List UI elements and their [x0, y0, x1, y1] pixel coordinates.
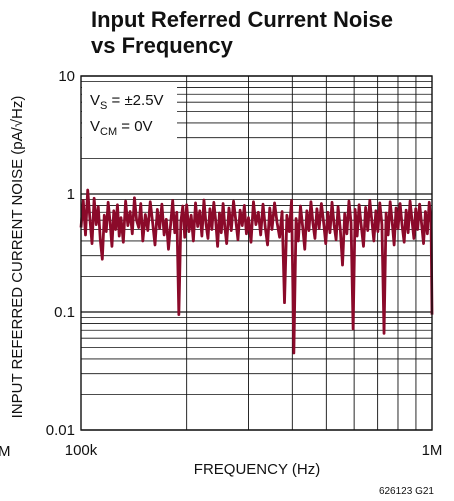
conditions-box — [82, 87, 177, 139]
y-axis-label: INPUT REFERRED CURRENT NOISE (pA/√Hz) — [9, 96, 26, 419]
plot-frame — [80, 75, 433, 431]
x-tick-label: 1M — [422, 442, 443, 459]
x-tick-label: 100k — [65, 442, 98, 459]
series-line-0 — [79, 188, 434, 355]
y-tick-labels: 10 1 0.1 0.01 — [46, 68, 75, 439]
chart-title-line-1: Input Referred Current Noise — [91, 7, 393, 32]
y-tick-label: 0.01 — [46, 422, 75, 439]
y-tick-label: 1 — [67, 186, 75, 203]
figure-code: 626123 G21 — [379, 486, 434, 497]
x-axis-label: FREQUENCY (Hz) — [194, 461, 320, 478]
condition-vs: VS = ±2.5V — [90, 92, 164, 112]
x-tick-label-clipped: M — [0, 443, 11, 460]
y-tick-label: 0.1 — [54, 304, 75, 321]
chart-title-line-2: vs Frequency — [91, 33, 234, 58]
x-tick-labels: 100k 1M — [65, 442, 443, 459]
y-tick-label: 10 — [58, 68, 75, 85]
series-layer — [79, 188, 434, 355]
condition-vcm: VCM = 0V — [90, 118, 153, 138]
